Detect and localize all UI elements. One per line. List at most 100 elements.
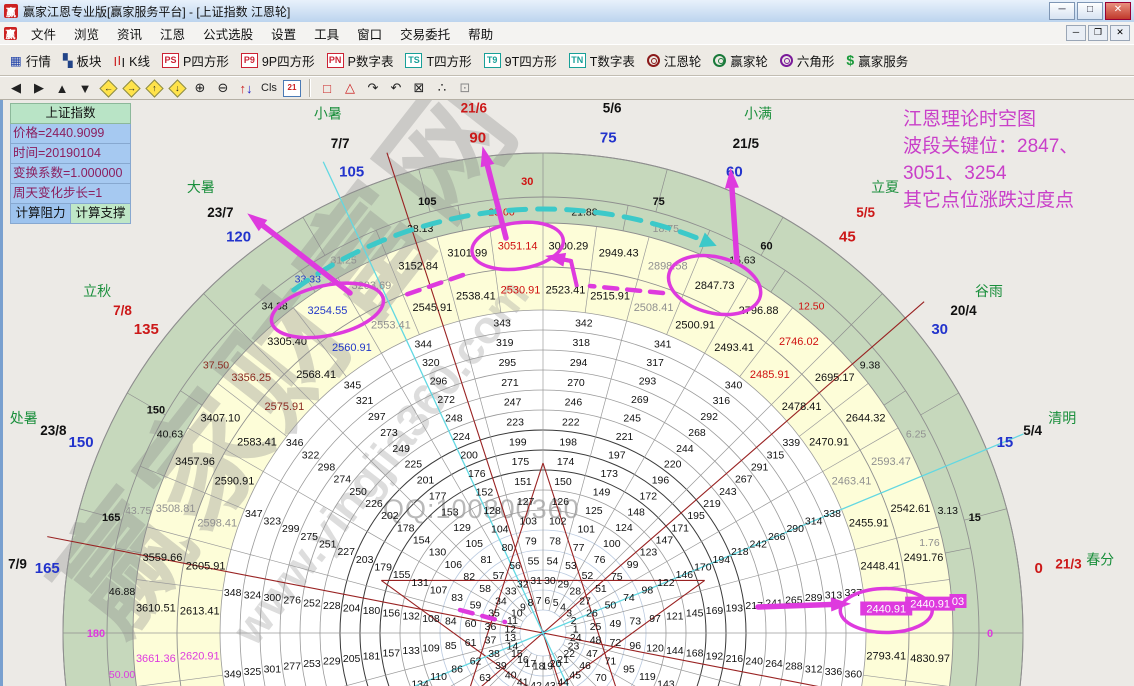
svg-text:125: 125 <box>585 505 603 517</box>
t9-icon: T9 <box>483 52 501 68</box>
pan-up-button[interactable]: ↑ <box>144 78 164 98</box>
time-axis-button[interactable]: ↑ ↓ <box>239 80 253 96</box>
menu-item-3[interactable]: 资讯 <box>117 27 143 42</box>
minimize-button[interactable]: ─ <box>1049 2 1075 20</box>
menu-item-1[interactable]: 文件 <box>31 27 57 42</box>
pan-right-button[interactable]: → <box>121 78 141 98</box>
svg-text:103: 103 <box>519 516 537 528</box>
zoom-out-button[interactable]: ⊖ <box>217 80 229 95</box>
svg-text:110: 110 <box>430 671 447 683</box>
svg-text:293: 293 <box>639 375 657 387</box>
svg-text:75: 75 <box>653 196 665 208</box>
svg-text:120: 120 <box>226 229 251 246</box>
svg-text:223: 223 <box>506 416 524 428</box>
rotate-cw-button[interactable]: ↷ <box>367 80 379 95</box>
svg-text:18: 18 <box>533 660 545 672</box>
menu-item-5[interactable]: 公式选股 <box>203 27 254 42</box>
calc-support-button[interactable]: 计算支撑 <box>71 204 131 224</box>
peak-up-button[interactable]: ▲ <box>55 80 69 96</box>
menu-item-8[interactable]: 窗口 <box>357 27 383 42</box>
toolbar-button-T数字表[interactable]: TN T数字表 <box>563 49 641 72</box>
svg-text:135: 135 <box>134 321 159 338</box>
svg-text:2644.32: 2644.32 <box>846 412 886 424</box>
svg-text:205: 205 <box>343 653 361 665</box>
svg-text:45: 45 <box>569 670 581 682</box>
toolbar-button-六角形[interactable]: 六角形 <box>774 49 841 72</box>
toolbar-button-赢家轮[interactable]: 赢家轮 <box>707 49 774 72</box>
close-button[interactable]: ✕ <box>1105 2 1131 20</box>
menu-item-10[interactable]: 帮助 <box>468 27 494 42</box>
svg-text:3457.96: 3457.96 <box>175 456 215 468</box>
svg-text:25: 25 <box>590 621 602 633</box>
toolbar-button-行情[interactable]: ▦ 行情 <box>4 49 57 72</box>
calendar-21-button[interactable]: 21 <box>282 79 302 98</box>
svg-text:246: 246 <box>565 397 583 409</box>
toolbar-label: 行情 <box>25 54 51 69</box>
price-spiral-labels: 2448.412491.762455.912542.612463.412593.… <box>136 241 950 666</box>
pan-down-button[interactable]: ↓ <box>167 78 187 98</box>
toolbar-button-9T四方形[interactable]: T9 9T四方形 <box>478 49 563 72</box>
svg-text:197: 197 <box>608 449 626 461</box>
svg-text:2: 2 <box>571 615 577 627</box>
svg-text:55: 55 <box>528 555 540 567</box>
menu-item-7[interactable]: 工具 <box>314 27 340 42</box>
svg-text:107: 107 <box>430 584 448 596</box>
svg-text:03: 03 <box>952 596 964 608</box>
menu-item-6[interactable]: 设置 <box>271 27 297 42</box>
svg-text:小满: 小满 <box>744 106 772 122</box>
svg-text:131: 131 <box>411 577 429 589</box>
svg-text:51: 51 <box>595 583 607 595</box>
next-arrow-button[interactable]: ▶ <box>34 80 44 95</box>
toolbar-button-江恩轮[interactable]: 江恩轮 <box>641 49 708 72</box>
svg-text:30: 30 <box>521 176 533 188</box>
prev-arrow-button[interactable]: ◀ <box>11 80 21 95</box>
toolbar-button-赢家服务[interactable]: $ 赢家服务 <box>840 49 914 72</box>
toolbar-label: 赢家服务 <box>858 54 909 69</box>
wheel-icon <box>779 53 793 67</box>
toolbar-button-9P四方形[interactable]: P9 9P四方形 <box>235 49 321 72</box>
rect-tool-button[interactable]: □ <box>323 80 331 96</box>
screen-tool-button[interactable]: ⊡ <box>459 80 471 95</box>
menu-item-4[interactable]: 江恩 <box>160 27 186 42</box>
svg-text:2583.41: 2583.41 <box>237 437 277 449</box>
svg-text:192: 192 <box>706 650 724 662</box>
menu-item-9[interactable]: 交易委托 <box>400 27 451 42</box>
toolbar-label: K线 <box>129 54 150 69</box>
calc-resistance-button[interactable]: 计算阻力 <box>10 204 71 224</box>
svg-text:23/7: 23/7 <box>207 205 233 220</box>
triangle-tool-button[interactable]: △ <box>345 80 355 95</box>
svg-text:168: 168 <box>686 648 704 660</box>
mdi-close-button[interactable]: ✕ <box>1110 25 1130 41</box>
svg-text:175: 175 <box>512 456 530 468</box>
toolbar-label: 赢家轮 <box>730 54 768 69</box>
svg-text:78: 78 <box>549 535 561 547</box>
toolbar-button-板块[interactable]: ▚ 板块 <box>57 49 108 72</box>
svg-text:7/7: 7/7 <box>331 136 350 151</box>
mdi-restore-button[interactable]: ❐ <box>1088 25 1108 41</box>
mdi-minimize-button[interactable]: ─ <box>1066 25 1086 41</box>
svg-text:21/6: 21/6 <box>461 100 488 115</box>
peak-down-button[interactable]: ▼ <box>78 80 92 96</box>
toolbar-button-T四方形[interactable]: TS T四方形 <box>399 49 477 72</box>
center-tool-button[interactable]: ∴ <box>437 80 447 95</box>
toolbar-button-P四方形[interactable]: PS P四方形 <box>156 49 235 72</box>
cls-button[interactable]: Cls <box>261 82 277 94</box>
zoom-in-button[interactable]: ⊕ <box>194 80 206 95</box>
pan-left-button[interactable]: ← <box>98 78 118 98</box>
box-select-button[interactable]: ⊠ <box>413 80 425 95</box>
svg-text:220: 220 <box>664 459 682 471</box>
svg-text:216: 216 <box>726 653 744 665</box>
svg-text:121: 121 <box>666 610 684 622</box>
menu-item-2[interactable]: 浏览 <box>74 27 100 42</box>
toolbar-button-P数字表[interactable]: PN P数字表 <box>321 49 400 72</box>
maximize-button[interactable]: □ <box>1077 2 1103 20</box>
svg-text:178: 178 <box>397 522 415 534</box>
svg-text:79: 79 <box>525 535 537 547</box>
toolbar-label: 板块 <box>76 54 102 69</box>
toolbar-button-K线[interactable]: ⵏ K线 <box>107 49 156 72</box>
svg-text:5/4: 5/4 <box>1023 423 1042 438</box>
svg-text:271: 271 <box>501 377 519 389</box>
svg-text:2508.41: 2508.41 <box>634 302 674 314</box>
rotate-ccw-button[interactable]: ↶ <box>390 80 402 95</box>
